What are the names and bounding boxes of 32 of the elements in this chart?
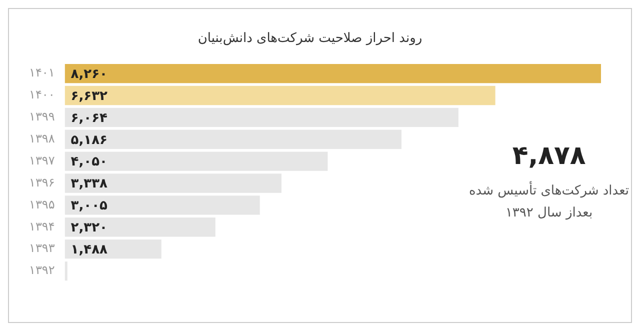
data-label: ۸,۲۶۰ xyxy=(70,66,108,82)
y-tick-label: ۱۴۰۱ xyxy=(29,66,55,80)
y-tick-label: ۱۳۹۷ xyxy=(29,153,56,168)
data-label: ۵,۱۸۶ xyxy=(70,132,108,148)
annotation: تعداد شرکت‌های تأسیس شده xyxy=(468,180,630,198)
bar xyxy=(64,108,458,128)
y-tick-label: ۱۳۹۴ xyxy=(29,219,55,234)
bar xyxy=(64,240,162,259)
bar xyxy=(64,152,328,171)
y-tick-label: ۱۳۹۵ xyxy=(29,197,55,212)
y-tick-label: ۱۳۹۶ xyxy=(29,175,55,190)
y-tick-label: ۱۳۹۹ xyxy=(29,110,55,124)
data-label: ۳,۳۳۸ xyxy=(70,176,108,192)
data-label: ۱,۴۸۸ xyxy=(70,242,108,258)
bar xyxy=(64,86,496,106)
data-label: ۶,۰۶۴ xyxy=(70,110,108,126)
annotation: ۴,۸۷۸ xyxy=(512,140,586,171)
data-label: ۲,۳۲۰ xyxy=(70,220,108,236)
bar xyxy=(64,64,601,84)
chart-title: روند احراز صلاحیت شرکت‌های دانش‌بنیان xyxy=(198,31,422,46)
y-tick-label: ۱۴۰۰ xyxy=(29,88,55,102)
bar xyxy=(64,174,282,193)
y-tick-label: ۱۳۹۳ xyxy=(29,241,56,256)
bar xyxy=(64,218,216,237)
data-label: ۶,۶۳۲ xyxy=(70,88,108,104)
bar xyxy=(64,196,260,215)
data-label: ۴,۰۵۰ xyxy=(70,154,108,170)
annotation: بعداز سال ۱۳۹۲ xyxy=(505,205,593,220)
bar xyxy=(64,130,402,149)
y-tick-label: ۱۳۹۲ xyxy=(29,263,55,278)
data-label: ۳,۰۰۵ xyxy=(70,198,108,214)
y-tick-label: ۱۳۹۸ xyxy=(29,132,56,146)
